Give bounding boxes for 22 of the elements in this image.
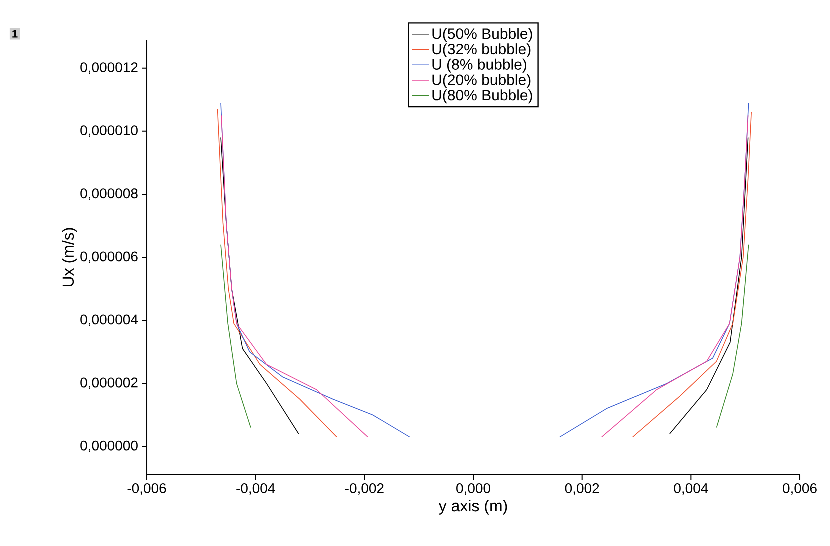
legend-label: U(20% bubble) — [432, 74, 531, 88]
y-tick-label: 0,000006 — [80, 252, 138, 264]
y-tick-label: 0,000012 — [80, 62, 138, 74]
x-tick-label: -0,004 — [236, 484, 276, 496]
x-tick-label: -0,002 — [345, 484, 384, 496]
text: 1 — [12, 30, 18, 38]
y-tick-label: 0,000004 — [80, 314, 138, 326]
x-tick-label: 0,006 — [783, 484, 817, 496]
legend-label: U(32% bubble) — [432, 44, 531, 58]
legend-label: U (8% bubble) — [432, 58, 526, 73]
y-axis-title: Ux (m/s) — [62, 228, 78, 286]
x-axis-title: y axis (m) — [438, 500, 508, 515]
y-tick-label: 0,000002 — [80, 378, 138, 390]
x-tick-label: 0,004 — [674, 484, 708, 496]
y-tick-label: 0,000008 — [80, 188, 138, 200]
x-tick-label: -0,006 — [128, 484, 166, 496]
y-tick-label: 0,000010 — [80, 126, 138, 138]
legend-label: U(50% Bubble) — [432, 28, 532, 42]
y-tick-label: 0,000000 — [80, 440, 138, 452]
legend-label: U(80% Bubble) — [432, 90, 532, 104]
x-tick-label: 0,002 — [565, 484, 600, 496]
x-tick-label: 0,000 — [456, 484, 490, 496]
